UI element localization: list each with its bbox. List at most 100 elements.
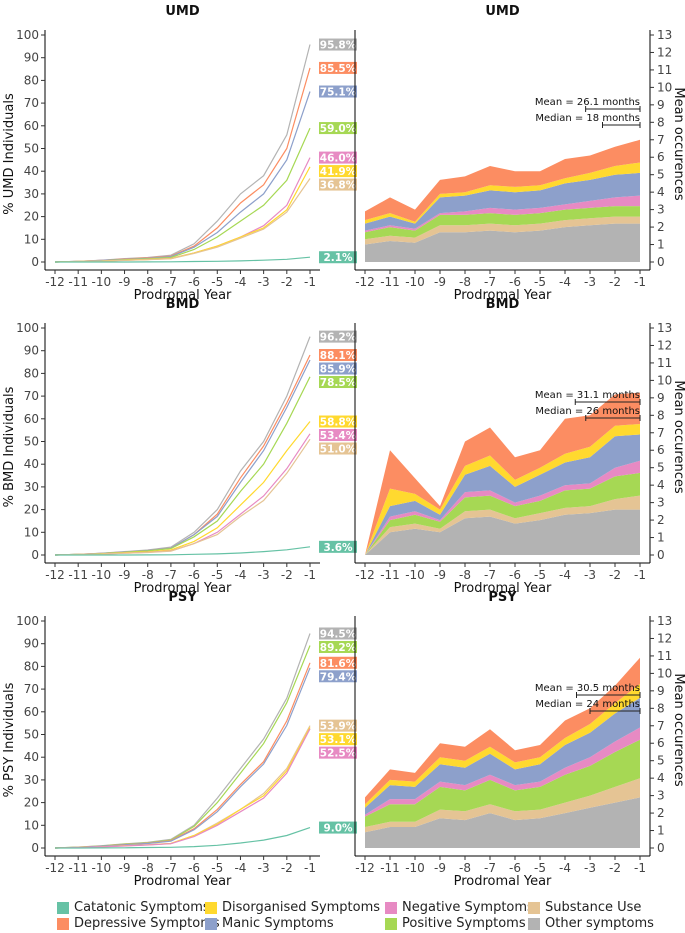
y-tick-label: 5 [657,754,665,768]
series-line-depressive [54,662,311,849]
x-tick-label: -8 [459,275,471,289]
series-line-other [54,44,311,263]
figure: UMD-12 -11 -10 -9 -8 -7 -6 -5 -4 -3 -2 -1Prodromal … [2,4,685,889]
x-tick-label: -8 [142,275,154,289]
chart-title: BMD [486,297,520,312]
y-axis-label: Mean occurences [671,380,685,493]
chart-title: BMD [166,297,200,312]
series-line-other [54,336,311,556]
y-tick-label: 10 [657,80,672,94]
area-substance [365,216,640,245]
end-label-manic: 75.1% [320,87,357,99]
series-line-manic [54,359,311,556]
y-tick-label: 0 [657,255,665,269]
y-tick-label: 5 [657,168,665,182]
series-line-negative [54,433,311,556]
y-tick-label: 10 [24,232,39,246]
end-label-positive: 59.0% [320,123,357,135]
x-tick-label: -10 [92,568,112,582]
series-line-negative [54,728,311,849]
x-tick-label: -9 [119,861,131,875]
y-tick-label: 11 [657,649,672,663]
x-tick-label: -10 [92,861,112,875]
y-tick-label: 20 [24,503,39,517]
series-line-disorganised [54,421,311,556]
y-tick-label: 0 [657,548,665,562]
x-tick-label: -8 [459,568,471,582]
x-tick-label: -6 [188,568,200,582]
x-tick-label: -5 [534,275,546,289]
line-chart-umd: UMD -12 -11 -10 -9 -8 -7 -6 -5 -4 -3 -2 -1 Prodromal … [2,4,357,303]
x-tick-label: -8 [459,861,471,875]
x-tick-label: -5 [211,861,223,875]
series-line-positive [54,127,311,263]
y-tick-label: 20 [24,796,39,810]
y-tick-label: 0 [31,255,39,269]
y-tick-label: 70 [24,682,39,696]
legend-item-substance: Substance Use [528,900,641,915]
x-tick-label: -5 [211,568,223,582]
line-chart-bmd: BMD -12 -11 -10 -9 -8 -7 -6 -5 -4 -3 -2 -1 Prodromal … [2,297,357,596]
y-tick-label: 13 [657,28,672,42]
area-manic [365,434,640,555]
area-chart-bmd: BMD -12 -11 -10 -9 -8 -7 -6 -5 -4 -3 -2 -1 Prodromal … [354,297,685,596]
x-tick-label: -11 [380,861,400,875]
x-tick-label: -4 [559,568,571,582]
y-tick-label: 9 [657,684,665,698]
area-manic [365,172,640,231]
end-label-bg-other [319,38,357,51]
legend-label: Depressive Symptoms [74,916,220,931]
annotation-text: Mean = 26.1 months [535,97,640,108]
legend-label: Positive Symptoms [402,916,526,931]
y-tick-label: 10 [657,373,672,387]
x-tick-label: -2 [609,275,621,289]
end-label-disorganised: 53.1% [320,734,357,746]
area-substance [365,778,640,833]
annotation-text: Median = 18 months [535,113,640,124]
area-positive [365,206,640,240]
end-label-bg-depressive [319,656,357,669]
y-tick-label: 40 [24,457,39,471]
y-tick-label: 90 [24,637,39,651]
area-negative [365,460,640,555]
y-tick-label: 12 [657,338,672,352]
area-depressive [365,139,640,222]
area-substance [365,495,640,555]
legend-label: Other symptoms [545,916,654,931]
end-label-bg-other [319,330,357,343]
y-tick-label: 60 [24,119,39,133]
annotation-text: Mean = 31.1 months [535,390,640,401]
x-tick-label: -1 [634,861,646,875]
x-tick-label: -7 [484,568,496,582]
y-tick-label: 80 [24,366,39,380]
area-chart-psy: PSY -12 -11 -10 -9 -8 -7 -6 -5 -4 -3 -2 -1 Prodromal … [354,590,685,889]
y-tick-label: 1 [657,824,665,838]
x-tick-label: -1 [304,568,316,582]
x-tick-label: -6 [188,275,200,289]
x-tick-label: -1 [304,861,316,875]
y-tick-label: 9 [657,391,665,405]
x-axis-label: Prodromal Year [134,288,232,303]
x-tick-label: -12 [355,861,375,875]
y-tick-label: 11 [657,63,672,77]
x-tick-label: -2 [281,568,293,582]
area-manic [365,697,640,815]
legend-item-depressive: Depressive Symptoms [57,916,220,931]
area-disorganised [365,424,640,555]
x-tick-label: -10 [405,275,425,289]
x-tick-label: -4 [234,568,246,582]
chart-title: PSY [488,590,517,605]
end-label-bg-catatonic [319,540,357,553]
y-tick-label: 0 [657,841,665,855]
legend-item-positive: Positive Symptoms [385,916,526,931]
end-label-depressive: 81.6% [320,658,357,670]
x-tick-label: -2 [281,275,293,289]
y-tick-label: 60 [24,705,39,719]
x-tick-label: -5 [534,861,546,875]
y-tick-label: 30 [24,480,39,494]
x-tick-label: -11 [68,861,88,875]
end-label-catatonic: 3.6% [323,542,353,554]
y-tick-label: 1 [657,531,665,545]
x-tick-label: -9 [434,568,446,582]
x-tick-label: -7 [165,861,177,875]
